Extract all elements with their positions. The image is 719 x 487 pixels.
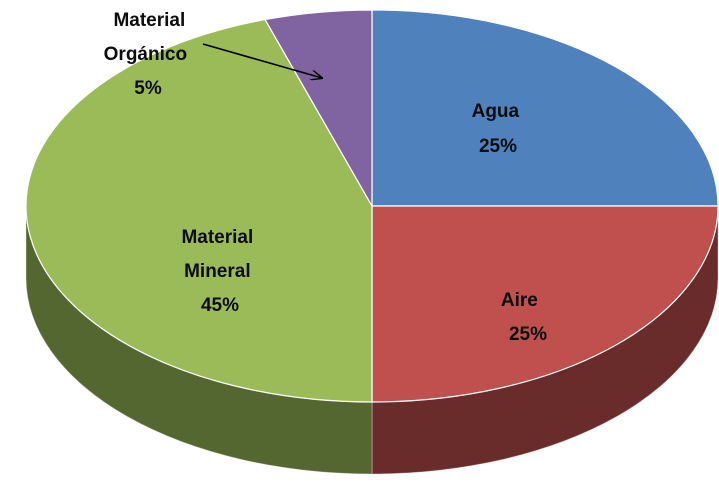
organico-leader-arrow: [202, 43, 322, 78]
label-aire-value: 25%: [509, 324, 547, 345]
pie-slice-1: [371, 205, 719, 403]
label-organico-value: 5%: [134, 78, 162, 99]
pie-slice-2: [25, 18, 373, 403]
slice-label-agua: Agua 25%: [472, 101, 525, 157]
label-aire-line-1: Aire: [501, 290, 538, 311]
label-mineral-value: 45%: [201, 295, 239, 316]
slice-label-material-organico: Material Orgánico 5%: [104, 10, 193, 99]
slice-label-material-mineral: Material Mineral 45%: [181, 227, 258, 316]
pie-slice-0: [371, 9, 719, 207]
label-agua-line-1: Agua: [472, 101, 520, 122]
label-agua-value: 25%: [479, 136, 517, 157]
slice-label-aire: Aire 25%: [501, 290, 547, 345]
label-organico-line-1: Material: [113, 10, 185, 31]
pie-slice-3: [264, 9, 373, 209]
label-organico-line-2: Orgánico: [104, 44, 187, 65]
label-mineral-line-1: Material: [181, 227, 253, 248]
label-mineral-line-2: Mineral: [184, 261, 251, 282]
